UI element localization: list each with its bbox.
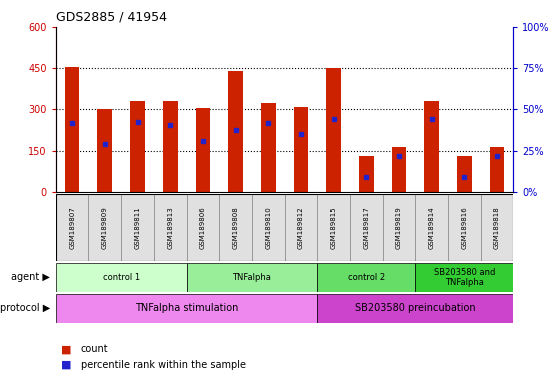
Text: GSM189818: GSM189818 [494, 206, 500, 249]
Bar [490, 147, 504, 192]
Bar [121, 194, 154, 261]
Bar [186, 263, 318, 292]
Text: GSM189813: GSM189813 [167, 206, 173, 249]
Text: GSM189817: GSM189817 [363, 206, 369, 249]
Bar [383, 194, 415, 261]
Bar [261, 103, 276, 192]
Text: GSM189809: GSM189809 [102, 206, 108, 249]
Text: percentile rank within the sample: percentile rank within the sample [81, 360, 246, 370]
Bar [359, 156, 374, 192]
Text: agent ▶: agent ▶ [11, 272, 50, 283]
Text: TNFalpha stimulation: TNFalpha stimulation [135, 303, 238, 313]
Bar [480, 194, 513, 261]
Bar [318, 194, 350, 261]
Bar [415, 263, 513, 292]
Text: TNFalpha: TNFalpha [233, 273, 271, 282]
Text: GSM189816: GSM189816 [461, 206, 468, 249]
Bar [326, 68, 341, 192]
Bar [228, 71, 243, 192]
Text: GSM189819: GSM189819 [396, 206, 402, 249]
Bar [457, 156, 472, 192]
Text: ■: ■ [61, 344, 72, 354]
Text: GSM189811: GSM189811 [134, 206, 141, 249]
Bar [448, 194, 480, 261]
Bar [318, 294, 513, 323]
Text: GSM189806: GSM189806 [200, 206, 206, 249]
Text: SB203580 and
TNFalpha: SB203580 and TNFalpha [434, 268, 495, 287]
Bar [130, 101, 145, 192]
Bar [56, 294, 318, 323]
Bar [219, 194, 252, 261]
Bar [186, 194, 219, 261]
Bar [195, 108, 210, 192]
Bar [318, 263, 415, 292]
Text: GSM189814: GSM189814 [429, 206, 435, 249]
Text: count: count [81, 344, 109, 354]
Bar [294, 107, 308, 192]
Text: GSM189812: GSM189812 [298, 206, 304, 249]
Bar [163, 101, 177, 192]
Bar [392, 147, 406, 192]
Bar [424, 101, 439, 192]
Bar [56, 263, 186, 292]
Bar [252, 194, 285, 261]
Bar [350, 194, 383, 261]
Text: protocol ▶: protocol ▶ [0, 303, 50, 313]
Text: GSM189810: GSM189810 [265, 206, 271, 249]
Bar [56, 194, 89, 261]
Text: SB203580 preincubation: SB203580 preincubation [355, 303, 475, 313]
Text: GSM189807: GSM189807 [69, 206, 75, 249]
Bar [65, 67, 79, 192]
Bar [98, 109, 112, 192]
Text: ■: ■ [61, 360, 72, 370]
Text: control 2: control 2 [348, 273, 385, 282]
Text: GDS2885 / 41954: GDS2885 / 41954 [56, 10, 167, 23]
Text: GSM189815: GSM189815 [330, 206, 336, 249]
Text: control 1: control 1 [103, 273, 140, 282]
Bar [285, 194, 318, 261]
Bar [415, 194, 448, 261]
Bar [89, 194, 121, 261]
Bar [154, 194, 186, 261]
Text: GSM189808: GSM189808 [233, 206, 239, 249]
